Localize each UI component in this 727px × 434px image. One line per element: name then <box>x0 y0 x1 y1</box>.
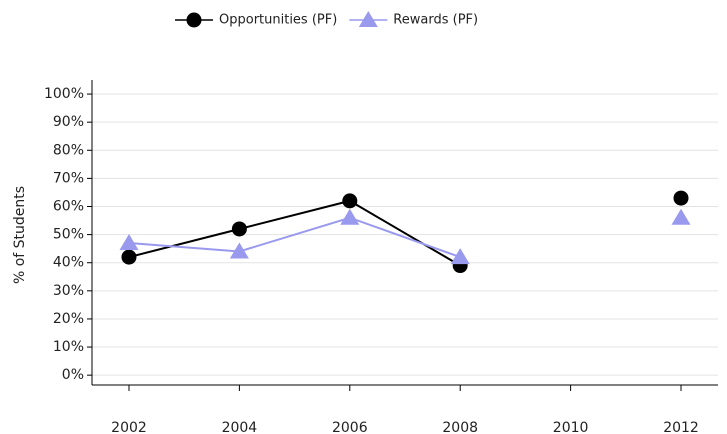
y-tick-label: 30% <box>53 283 84 299</box>
y-tick-label: 80% <box>53 142 84 158</box>
point <box>673 190 689 206</box>
y-tick-label: 10% <box>53 339 84 355</box>
x-tick-label: 2012 <box>663 420 699 434</box>
point <box>450 248 470 265</box>
point <box>121 249 137 265</box>
point <box>229 242 249 259</box>
point <box>340 208 360 225</box>
point <box>119 234 139 251</box>
y-tick-label: 90% <box>53 114 84 130</box>
y-tick-label: 20% <box>53 311 84 327</box>
y-axis-label: % of Students <box>12 186 28 284</box>
legend-label: Opportunities (PF) <box>219 13 337 28</box>
x-tick-label: 2006 <box>332 420 368 434</box>
y-tick-label: 50% <box>53 227 84 243</box>
y-tick-label: 100% <box>44 86 84 102</box>
y-tick-label: 70% <box>53 170 84 186</box>
point <box>186 12 202 28</box>
x-tick-label: 2008 <box>442 420 478 434</box>
point <box>358 11 378 27</box>
series-line <box>129 198 681 265</box>
series-line <box>129 218 681 257</box>
y-tick-label: 40% <box>53 255 84 271</box>
point <box>342 193 358 209</box>
x-tick-label: 2004 <box>222 420 258 434</box>
y-tick-label: 0% <box>62 367 84 383</box>
legend: Opportunities (PF) Rewards (PF) <box>175 11 478 28</box>
legend-label: Rewards (PF) <box>393 13 478 28</box>
point <box>671 208 691 225</box>
point <box>231 221 247 237</box>
x-tick-label: 2002 <box>111 420 147 434</box>
y-tick-label: 60% <box>53 198 84 214</box>
x-tick-label: 2010 <box>553 420 589 434</box>
